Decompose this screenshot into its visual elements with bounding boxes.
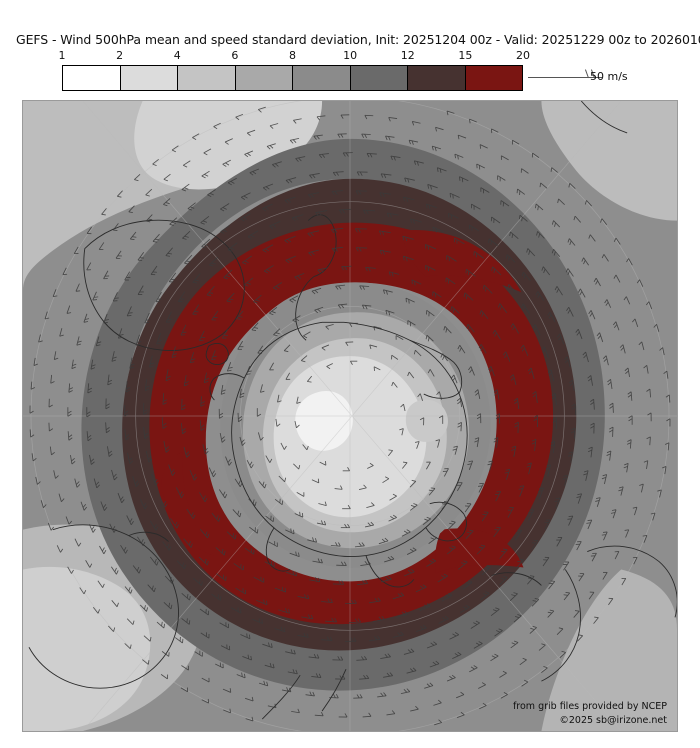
colorbar: 1 2 4 6 8 10 12 15 20 — [59, 49, 530, 91]
colorbar-segment-2 — [120, 66, 178, 90]
colorbar-tick-9: 20 — [516, 49, 530, 62]
wind-barb-shaft-icon — [528, 77, 602, 78]
colorbar-segment-1 — [63, 66, 121, 90]
colorbar-tick-6: 10 — [343, 49, 358, 62]
colorbar-tick-5: 8 — [289, 49, 296, 62]
colorbar-segment-5 — [293, 66, 351, 90]
colorbar-tick-3: 4 — [173, 49, 181, 62]
colorbar-segment-6 — [350, 66, 408, 90]
colorbar-segment-4 — [235, 66, 293, 90]
colorbar-tick-4: 6 — [231, 49, 239, 62]
colorbar-tick-labels: 1 2 4 6 8 10 12 15 20 — [58, 49, 531, 63]
colorbar-tick-8: 15 — [458, 49, 473, 62]
page-title: GEFS - Wind 500hPa mean and speed standa… — [16, 32, 700, 47]
weather-map[interactable]: from grib files provided by NCEP ©2025 s… — [22, 100, 678, 732]
colorbar-segment-7 — [408, 66, 466, 90]
colorbar-tick-1: 1 — [58, 49, 66, 62]
wind-barb-legend-label: 50 m/s — [590, 70, 628, 83]
credit-copyright: ©2025 sb@irizone.net — [559, 715, 667, 726]
map-wind-barb-layer — [23, 101, 677, 731]
colorbar-segment-8 — [465, 66, 522, 90]
colorbar-tick-7: 12 — [400, 49, 415, 62]
map-contour-layer — [23, 101, 677, 731]
wind-barb-legend: 50 m/s — [528, 64, 678, 90]
credit-source: from grib files provided by NCEP — [512, 701, 667, 712]
colorbar-tick-2: 2 — [116, 49, 124, 62]
colorbar-segment-3 — [178, 66, 236, 90]
colorbar-gradient — [62, 65, 523, 91]
